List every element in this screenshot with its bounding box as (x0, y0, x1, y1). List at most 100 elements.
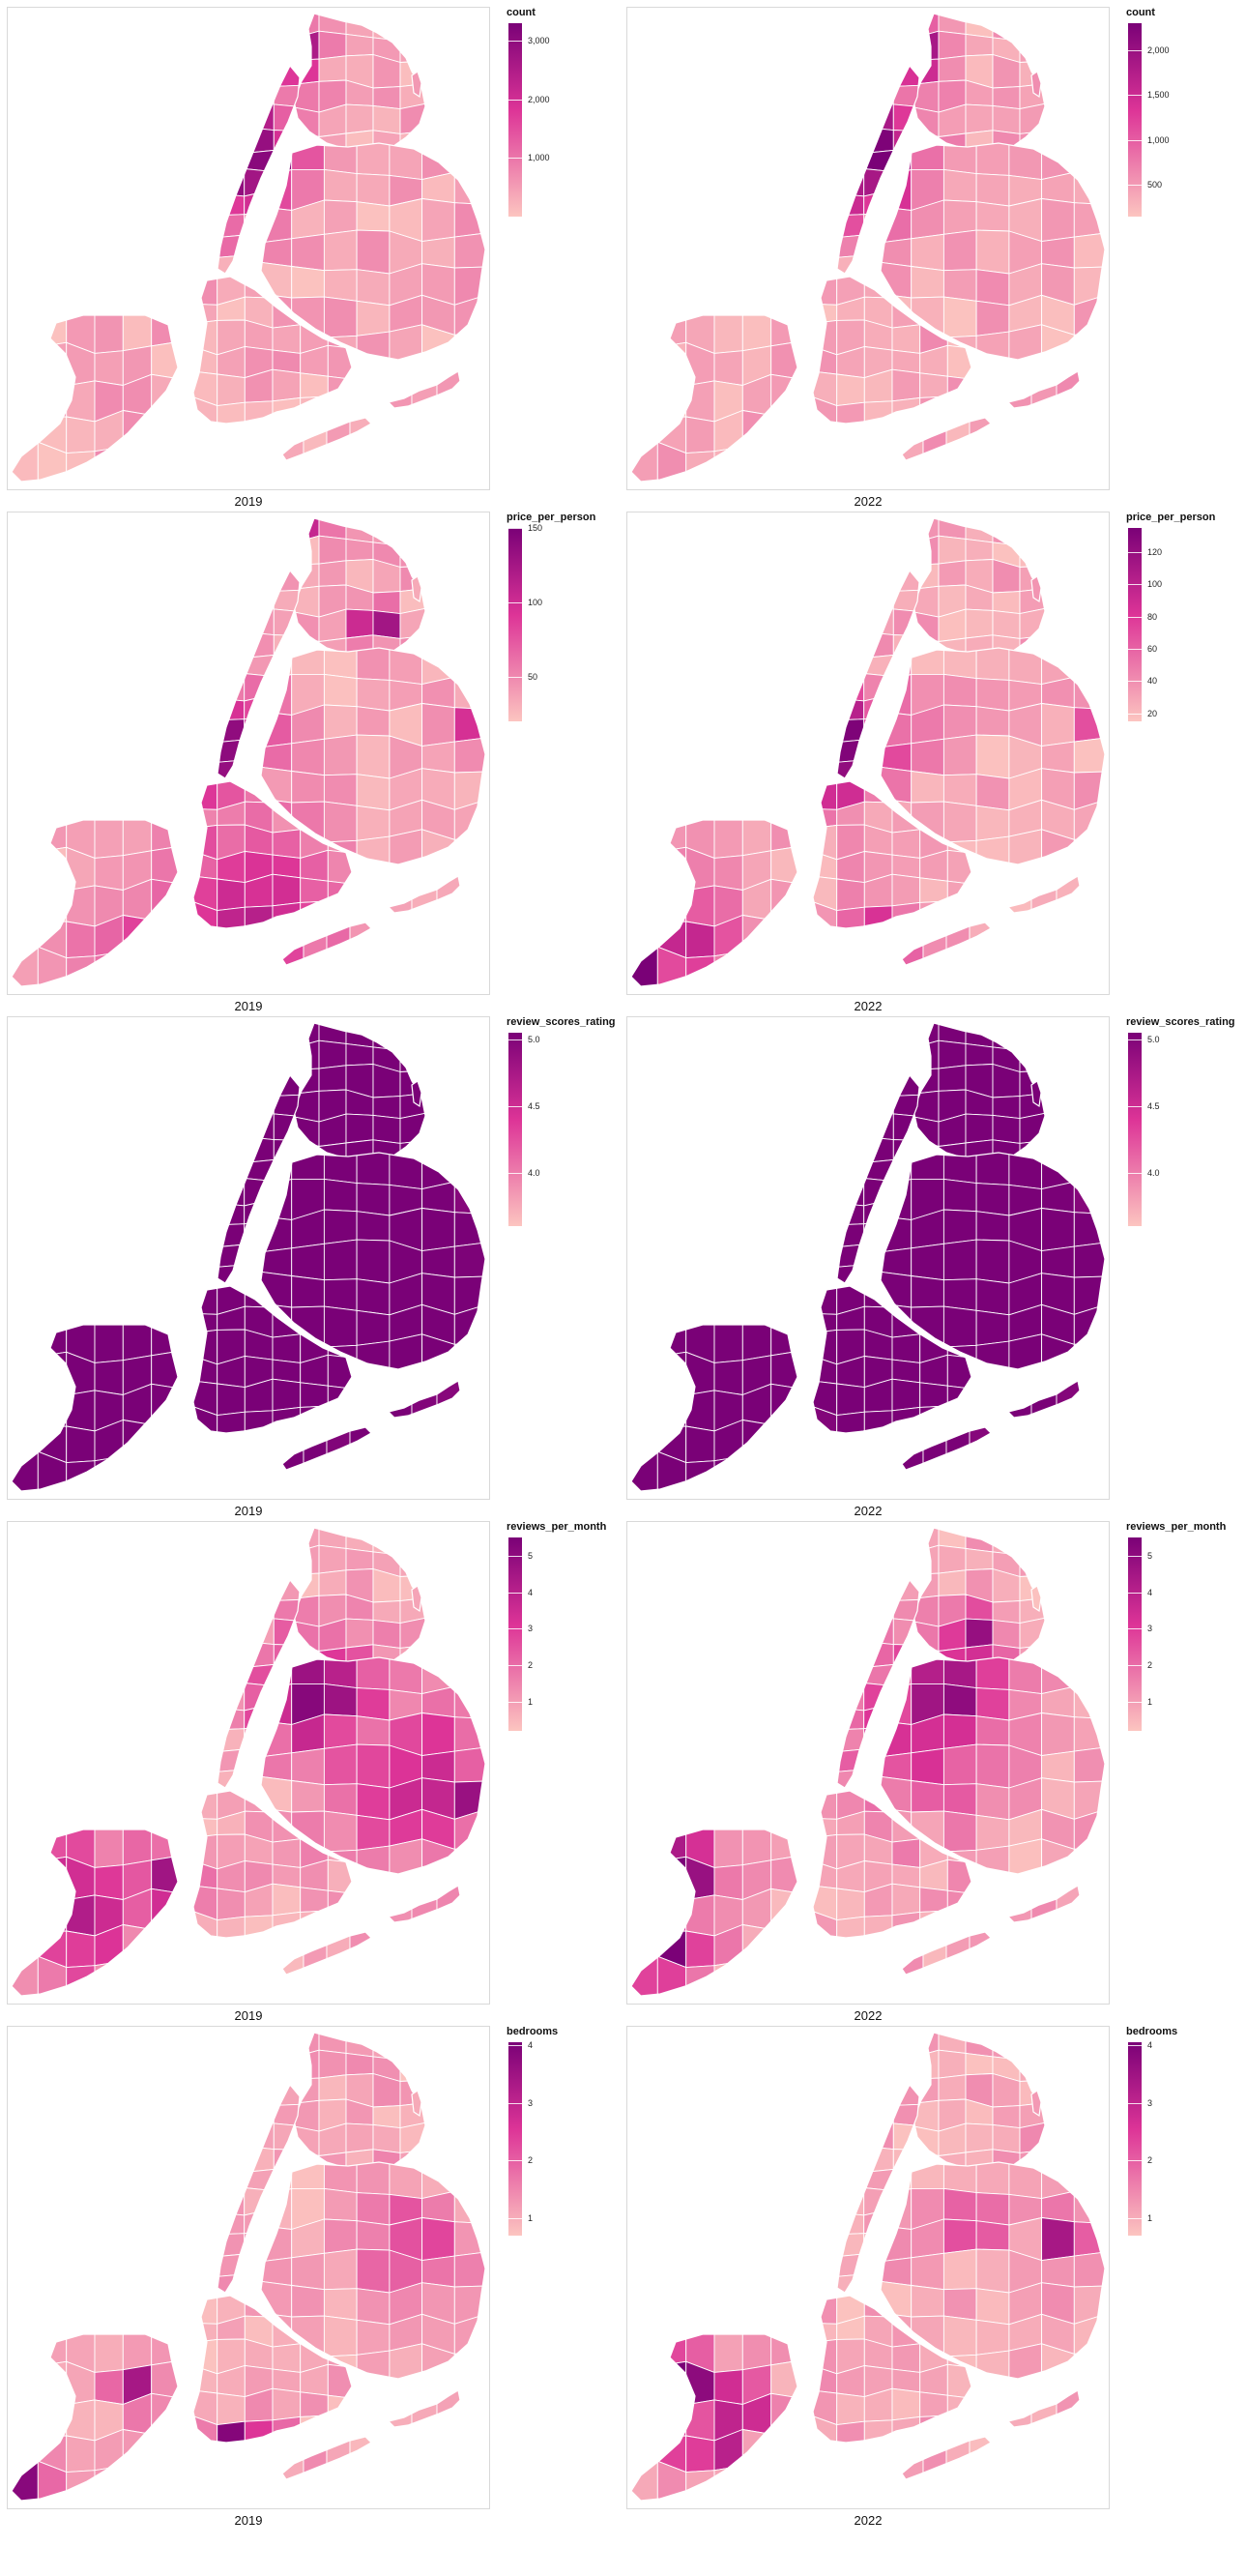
neighborhood-polygon (1073, 1275, 1105, 1315)
legend-colorbar (508, 1033, 522, 1226)
neighborhood-polygon (453, 1657, 485, 1691)
neighborhood-polygon (1008, 2343, 1043, 2379)
neighborhood-polygon (356, 229, 391, 275)
borough-queens (261, 143, 485, 360)
borough-outline-rock2 (387, 2389, 461, 2428)
neighborhood-polygon (244, 1617, 275, 1646)
neighborhood-polygon (453, 1242, 485, 1278)
neighborhood-polygon (685, 921, 715, 959)
neighborhood-polygon (942, 734, 977, 776)
neighborhood-polygon (656, 1894, 687, 1933)
neighborhood-polygon (300, 1887, 329, 1913)
neighborhood-polygon (356, 678, 391, 712)
neighborhood-polygon (294, 1544, 320, 1575)
neighborhood-polygon (453, 1685, 485, 1719)
neighborhood-polygon (122, 951, 153, 986)
neighborhood-polygon (946, 1354, 971, 1390)
borough-outline-staten (11, 819, 179, 987)
borough-outline-island (411, 71, 422, 99)
color-legend: count 500 1,000 1,500 2,000 (1126, 7, 1246, 229)
neighborhood-polygon (453, 676, 485, 710)
neighborhood-polygon (938, 1039, 967, 1069)
borough-bronx (294, 1528, 425, 1669)
neighborhood-polygon (244, 1641, 275, 1668)
neighborhood-polygon (345, 1547, 374, 1571)
neighborhood-polygon (151, 1964, 178, 1996)
neighborhood-polygon (244, 590, 275, 610)
neighborhood-polygon (837, 2105, 865, 2130)
neighborhood-polygon (656, 315, 687, 348)
neighborhood-polygon (891, 1359, 921, 1384)
neighborhood-polygon (656, 341, 687, 387)
neighborhood-polygon (741, 1325, 772, 1361)
year-label: 2019 (234, 1504, 263, 1518)
legend-tick-mark (508, 1105, 522, 1107)
neighborhood-polygon (631, 441, 658, 482)
neighborhood-polygon (356, 774, 391, 811)
neighborhood-polygon (244, 102, 275, 132)
neighborhood-polygon (151, 1888, 178, 1930)
neighborhood-polygon (938, 1023, 967, 1044)
neighborhood-polygon (891, 1863, 921, 1888)
nyc-neighborhood-map (11, 1527, 486, 1997)
neighborhood-polygon (713, 951, 743, 986)
borough-rock1 (902, 922, 991, 965)
neighborhood-polygon (37, 2360, 68, 2406)
legend-tick-label: 4 (528, 1587, 534, 1597)
legend-tick-label: 60 (1147, 644, 1158, 654)
borough-outline-brooklyn (812, 2295, 972, 2444)
neighborhood-polygon (261, 766, 293, 804)
borough-outline-manhattan (836, 569, 920, 779)
borough-outline-rock2 (1006, 1380, 1081, 1419)
neighborhood-polygon (911, 1747, 944, 1786)
neighborhood-polygon (151, 954, 178, 986)
neighborhood-polygon (631, 851, 658, 887)
neighborhood-polygon (217, 1680, 246, 1712)
neighborhood-polygon (975, 2288, 1010, 2326)
neighborhood-polygon (837, 1617, 865, 1642)
neighborhood-polygon (975, 331, 1010, 360)
neighborhood-polygon (741, 409, 772, 455)
neighborhood-polygon (942, 1743, 977, 1786)
neighborhood-polygon (741, 446, 772, 482)
neighborhood-polygon (356, 706, 391, 737)
neighborhood-polygon (1073, 737, 1105, 774)
legend-tick-mark (1128, 1105, 1142, 1107)
color-legend: reviews_per_month 1 2 3 4 5 (507, 1521, 632, 1743)
neighborhood-polygon (863, 2146, 894, 2173)
neighborhood-polygon (372, 1023, 401, 1051)
neighborhood-polygon (453, 737, 485, 774)
neighborhood-polygon (631, 880, 658, 923)
neighborhood-polygon (1041, 1712, 1075, 1757)
borough-outline-island (411, 2090, 422, 2118)
neighborhood-polygon (975, 2350, 1010, 2379)
neighborhood-polygon (66, 955, 96, 986)
nyc-neighborhood-map (630, 13, 1106, 483)
neighborhood-polygon (411, 876, 438, 913)
neighborhood-polygon (122, 1923, 153, 1970)
legend-tick-mark (1128, 139, 1142, 141)
legend-tick-mark (508, 41, 522, 43)
neighborhood-polygon (421, 236, 455, 269)
neighborhood-polygon (837, 2184, 865, 2216)
borough-rock1 (902, 2437, 991, 2479)
legend-colorbar (1128, 23, 1142, 217)
borough-outline-queens (260, 647, 486, 865)
neighborhood-polygon (946, 1859, 971, 1895)
neighborhood-polygon (389, 2343, 423, 2379)
neighborhood-polygon (372, 609, 401, 639)
neighborhood-polygon (151, 1855, 178, 1894)
borough-rock1 (282, 922, 371, 965)
neighborhood-polygon (836, 1888, 865, 1921)
neighborhood-polygon (300, 2415, 329, 2443)
borough-outline-queens (880, 1656, 1106, 1875)
legend-title: bedrooms (507, 2026, 559, 2037)
neighborhood-polygon (12, 375, 39, 419)
neighborhood-polygon (965, 103, 994, 134)
neighborhood-polygon (1073, 2251, 1105, 2288)
neighborhood-polygon (453, 202, 485, 238)
neighborhood-polygon (327, 1354, 352, 1390)
nyc-neighborhood-map (11, 517, 486, 987)
neighborhood-polygon (891, 854, 921, 879)
year-label: 2022 (854, 2008, 883, 2023)
